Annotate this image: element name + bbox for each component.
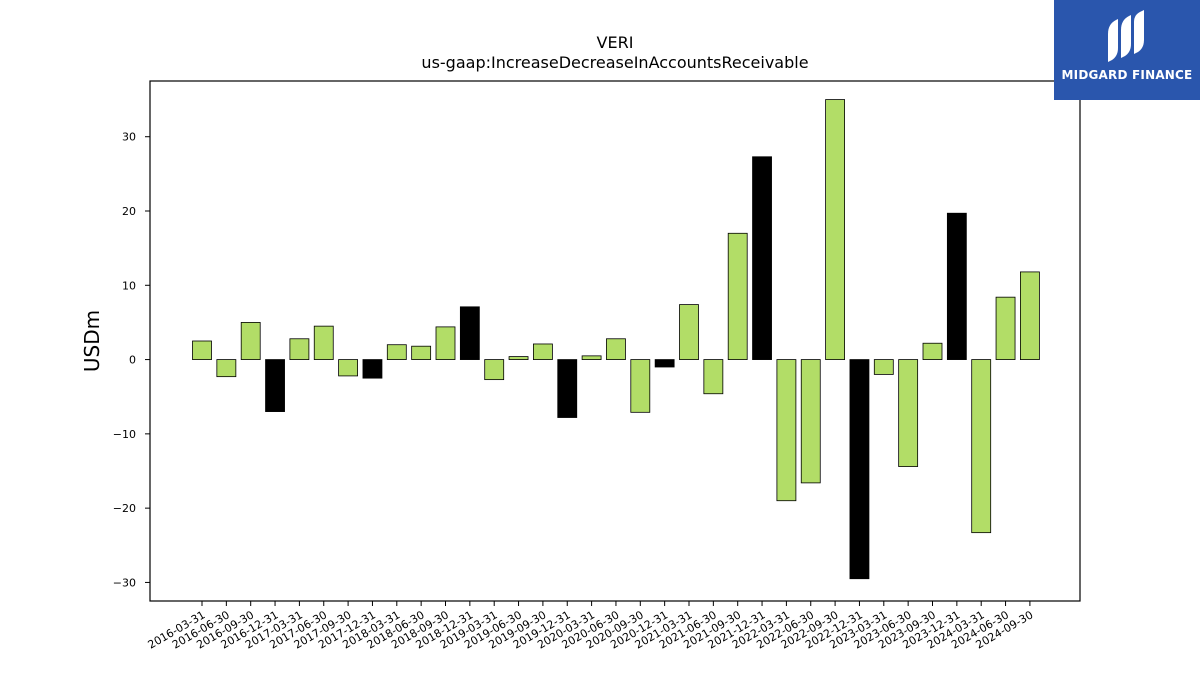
bar-2017-09-30	[338, 359, 359, 377]
bar-2019-12-31	[557, 359, 578, 418]
bar-2024-03-31	[971, 359, 992, 534]
bars	[192, 99, 1040, 580]
y-tick-label: 20	[122, 205, 136, 218]
bar-2022-12-31	[849, 359, 870, 580]
x-axis: 2016-03-312016-06-302016-09-302016-12-31…	[146, 601, 1035, 652]
bar-2022-06-30	[800, 359, 821, 484]
y-tick-label: −30	[113, 576, 136, 589]
y-tick-label: 0	[129, 354, 136, 367]
bar-2017-06-30	[313, 325, 334, 360]
y-tick-label: −20	[113, 502, 136, 515]
bar-2020-06-30	[606, 338, 626, 360]
bar-2022-09-30	[825, 99, 845, 360]
bar-2018-03-31	[386, 344, 407, 360]
bar-2021-03-31	[679, 304, 699, 360]
bar-2018-09-30	[435, 326, 456, 360]
bar-2019-09-30	[533, 343, 553, 360]
plot-frame	[149, 80, 1081, 602]
midgard-finance-logo: MIDGARD FINANCE	[1054, 0, 1200, 100]
bar-2024-06-30	[995, 296, 1016, 360]
bar-2016-03-31	[192, 340, 212, 360]
bar-2020-03-31	[581, 355, 602, 360]
y-tick-label: 10	[122, 279, 136, 292]
chart-title: VERI	[597, 33, 634, 52]
bar-2023-09-30	[922, 342, 943, 360]
bar-2022-03-31	[776, 359, 797, 502]
bar-2016-12-31	[265, 359, 285, 412]
bar-2019-06-30	[508, 356, 529, 360]
bar-2023-12-31	[946, 212, 967, 360]
bar-2020-09-30	[630, 359, 651, 413]
y-tick-label: −10	[113, 428, 136, 441]
bar-2016-09-30	[240, 322, 261, 360]
bar-2018-12-31	[459, 306, 480, 360]
y-axis-label: USDm	[80, 310, 104, 372]
chart-subtitle: us-gaap:IncreaseDecreaseInAccountsReceiv…	[421, 53, 808, 72]
bar-2023-06-30	[898, 359, 919, 467]
bar-2016-06-30	[216, 359, 237, 378]
bar-2018-06-30	[411, 345, 432, 360]
bar-2021-09-30	[727, 232, 748, 360]
bar-2023-03-31	[873, 359, 894, 375]
bar-2017-03-31	[289, 338, 310, 360]
bar-2021-06-30	[703, 359, 724, 395]
bar-2019-03-31	[484, 359, 505, 381]
bar-2017-12-31	[362, 359, 383, 379]
midgard-logo-mark-icon	[1108, 10, 1144, 62]
bar-2024-09-30	[1020, 271, 1040, 360]
y-tick-label: 30	[122, 131, 136, 144]
bar-2021-12-31	[752, 156, 772, 360]
bar-2020-12-31	[654, 359, 675, 368]
y-axis: −30 −20 −10 0 10 20 30	[113, 131, 150, 589]
logo-text: MIDGARD FINANCE	[1061, 68, 1193, 82]
